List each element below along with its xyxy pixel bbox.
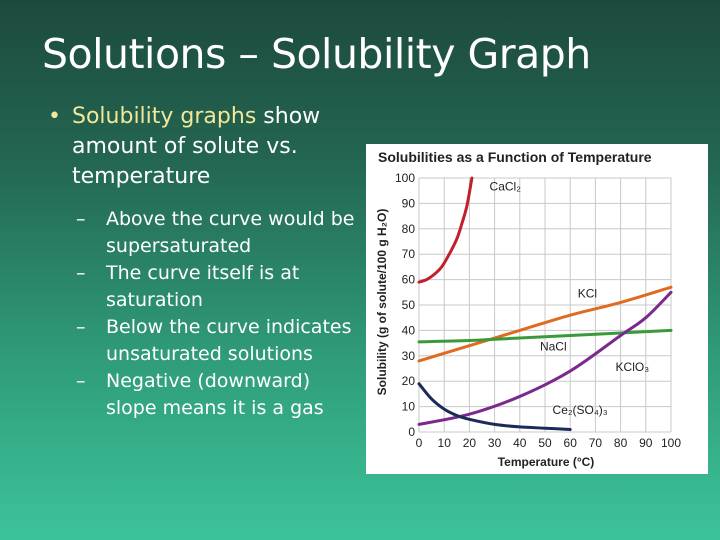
y-tick-label: 20 <box>402 374 416 388</box>
dash-icon: – <box>76 316 86 338</box>
y-tick-label: 80 <box>402 222 416 236</box>
series-line <box>417 285 673 363</box>
bullet-dot-icon: • <box>48 104 61 129</box>
dash-icon: – <box>76 370 86 392</box>
x-tick-label: 60 <box>564 436 578 450</box>
x-axis-label: Temperature (°C) <box>498 455 595 469</box>
dash-icon: – <box>76 208 86 230</box>
x-tick-label: 70 <box>589 436 603 450</box>
series-curves <box>417 176 673 431</box>
main-bullet: • Solubility graphs show amount of solut… <box>48 102 358 192</box>
y-tick-label: 60 <box>402 273 416 287</box>
series-labels: CaCl₂ KCl NaCl KClO₃ Ce₂(SO₄)₃ <box>490 180 650 418</box>
bullet-list: • Solubility graphs show amount of solut… <box>48 102 358 422</box>
series-label: KCl <box>578 286 597 300</box>
sub-bullet: – Below the curve indicates unsaturated s… <box>76 316 352 365</box>
x-tick-labels: 0 10 20 30 40 50 60 70 80 90 100 <box>416 436 682 450</box>
x-tick-label: 80 <box>614 436 628 450</box>
series-label: NaCl <box>540 340 567 354</box>
series-line <box>417 382 572 431</box>
x-tick-label: 20 <box>463 436 477 450</box>
slide-title: Solutions – Solubility Graph <box>42 30 591 78</box>
sub-bullet: – The curve itself is at saturation <box>76 262 300 311</box>
y-tick-label: 0 <box>408 425 415 439</box>
series-line <box>417 290 673 426</box>
grid-lines <box>418 177 672 433</box>
x-tick-label: 40 <box>513 436 527 450</box>
y-tick-label: 70 <box>402 247 416 261</box>
solubility-chart: Solubilities as a Function of Temperatur… <box>366 144 708 474</box>
series-label: CaCl₂ <box>490 180 522 194</box>
y-tick-labels: 0 10 20 30 40 50 60 70 80 90 100 <box>395 171 415 439</box>
y-tick-label: 90 <box>402 196 416 210</box>
bullet-text: show amount of solute vs. temperature <box>72 104 321 189</box>
dash-icon: – <box>76 262 86 284</box>
x-tick-label: 90 <box>639 436 653 450</box>
y-tick-label: 100 <box>395 171 415 185</box>
sub-bullet-list: – Above the curve would be supersaturated… <box>76 206 358 422</box>
x-tick-label: 10 <box>438 436 452 450</box>
y-tick-label: 10 <box>402 400 416 414</box>
chart-svg: Solubilities as a Function of Temperatur… <box>375 149 682 469</box>
y-axis-label: Solubility (g of solute/100 g H₂O) <box>375 209 389 396</box>
chart-title: Solubilities as a Function of Temperatur… <box>378 149 652 165</box>
y-tick-label: 50 <box>402 298 416 312</box>
bullet-highlight-text: Solubility graphs <box>72 104 257 129</box>
sub-bullet: – Negative (downward) slope means it is a… <box>76 370 324 419</box>
series-label: Ce₂(SO₄)₃ <box>553 403 608 417</box>
x-tick-label: 30 <box>488 436 502 450</box>
sub-bullet: – Above the curve would be supersaturated <box>76 208 355 257</box>
x-tick-label: 0 <box>416 436 423 450</box>
x-tick-label: 50 <box>538 436 552 450</box>
y-tick-label: 30 <box>402 349 416 363</box>
series-label: KClO₃ <box>616 360 650 374</box>
y-tick-label: 40 <box>402 323 416 337</box>
series-line <box>417 176 474 284</box>
x-tick-label: 100 <box>661 436 681 450</box>
